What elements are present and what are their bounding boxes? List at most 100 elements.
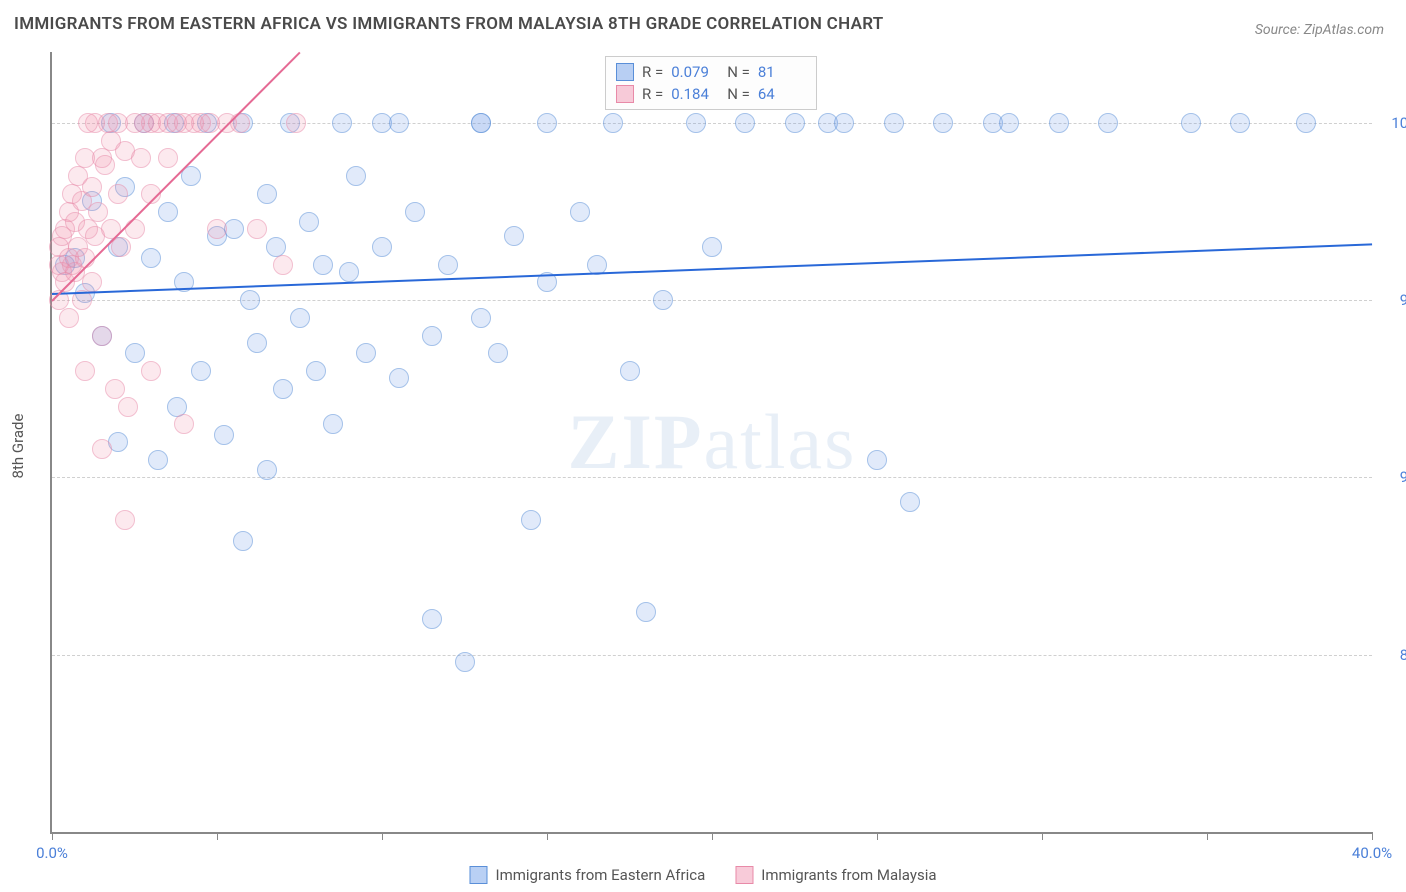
xtick bbox=[382, 832, 383, 840]
data-point bbox=[504, 226, 524, 246]
n-label: N = bbox=[727, 63, 750, 81]
data-point bbox=[933, 113, 953, 133]
data-point bbox=[286, 113, 306, 133]
data-point bbox=[1296, 113, 1316, 133]
n-value-blue: 81 bbox=[758, 63, 806, 81]
data-point bbox=[118, 397, 138, 417]
chart-title: IMMIGRANTS FROM EASTERN AFRICA VS IMMIGR… bbox=[14, 14, 884, 34]
data-point bbox=[389, 368, 409, 388]
data-point bbox=[247, 219, 267, 239]
data-point bbox=[422, 326, 442, 346]
data-point bbox=[521, 510, 541, 530]
swatch-pink-icon bbox=[616, 85, 634, 103]
data-point bbox=[537, 113, 557, 133]
data-point bbox=[488, 343, 508, 363]
data-point bbox=[570, 202, 590, 222]
data-point bbox=[636, 602, 656, 622]
xtick bbox=[52, 832, 53, 840]
data-point bbox=[653, 290, 673, 310]
swatch-blue-icon bbox=[469, 866, 487, 884]
r-value-pink: 0.184 bbox=[671, 85, 719, 103]
r-label: R = bbox=[642, 85, 663, 103]
data-point bbox=[191, 361, 211, 381]
swatch-blue-icon bbox=[616, 63, 634, 81]
data-point bbox=[455, 652, 475, 672]
source-attribution: Source: ZipAtlas.com bbox=[1255, 22, 1384, 38]
data-point bbox=[999, 113, 1019, 133]
n-value-pink: 64 bbox=[758, 85, 806, 103]
xtick bbox=[217, 832, 218, 840]
stats-legend: R = 0.079 N = 81 R = 0.184 N = 64 bbox=[605, 56, 817, 110]
data-point bbox=[1098, 113, 1118, 133]
data-point bbox=[603, 113, 623, 133]
data-point bbox=[471, 113, 491, 133]
data-point bbox=[1049, 113, 1069, 133]
plot-area: ZIPatlas 85.0%90.0%95.0%100.0%0.0%40.0% bbox=[50, 52, 1372, 834]
data-point bbox=[108, 184, 128, 204]
data-point bbox=[230, 113, 250, 133]
data-point bbox=[75, 361, 95, 381]
data-point bbox=[306, 361, 326, 381]
n-label: N = bbox=[727, 85, 750, 103]
data-point bbox=[141, 361, 161, 381]
legend-label-blue: Immigrants from Eastern Africa bbox=[495, 866, 705, 884]
data-point bbox=[785, 113, 805, 133]
data-point bbox=[158, 148, 178, 168]
data-point bbox=[332, 113, 352, 133]
data-point bbox=[233, 531, 253, 551]
data-point bbox=[290, 308, 310, 328]
xtick bbox=[547, 832, 548, 840]
data-point bbox=[88, 202, 108, 222]
data-point bbox=[257, 184, 277, 204]
data-point bbox=[82, 272, 102, 292]
data-point bbox=[273, 379, 293, 399]
legend-label-pink: Immigrants from Malaysia bbox=[761, 866, 936, 884]
ytick-label: 95.0% bbox=[1400, 291, 1406, 309]
data-point bbox=[299, 212, 319, 232]
data-point bbox=[92, 326, 112, 346]
data-point bbox=[471, 308, 491, 328]
legend-item-pink: Immigrants from Malaysia bbox=[735, 866, 936, 884]
xtick-label: 0.0% bbox=[36, 844, 68, 862]
data-point bbox=[900, 492, 920, 512]
data-point bbox=[339, 262, 359, 282]
ytick-label: 90.0% bbox=[1400, 468, 1406, 486]
data-point bbox=[92, 439, 112, 459]
swatch-pink-icon bbox=[735, 866, 753, 884]
data-point bbox=[141, 248, 161, 268]
data-point bbox=[313, 255, 333, 275]
data-point bbox=[372, 237, 392, 257]
data-point bbox=[620, 361, 640, 381]
data-point bbox=[158, 202, 178, 222]
data-point bbox=[214, 425, 234, 445]
gridline bbox=[52, 477, 1372, 478]
data-point bbox=[438, 255, 458, 275]
bottom-legend: Immigrants from Eastern Africa Immigrant… bbox=[469, 866, 936, 884]
ytick-label: 85.0% bbox=[1400, 646, 1406, 664]
data-point bbox=[59, 308, 79, 328]
data-point bbox=[346, 166, 366, 186]
data-point bbox=[115, 510, 135, 530]
chart-container: IMMIGRANTS FROM EASTERN AFRICA VS IMMIGR… bbox=[0, 0, 1406, 892]
xtick bbox=[1042, 832, 1043, 840]
stats-row-blue: R = 0.079 N = 81 bbox=[616, 61, 806, 83]
data-point bbox=[95, 155, 115, 175]
data-point bbox=[257, 460, 277, 480]
data-point bbox=[207, 219, 227, 239]
r-value-blue: 0.079 bbox=[671, 63, 719, 81]
ytick-label: 100.0% bbox=[1391, 114, 1406, 132]
data-point bbox=[174, 414, 194, 434]
data-point bbox=[105, 379, 125, 399]
data-point bbox=[111, 237, 131, 257]
xtick bbox=[877, 832, 878, 840]
data-point bbox=[686, 113, 706, 133]
data-point bbox=[131, 148, 151, 168]
xtick bbox=[1207, 832, 1208, 840]
y-axis-label: 8th Grade bbox=[9, 414, 27, 479]
data-point bbox=[356, 343, 376, 363]
gridline bbox=[52, 655, 1372, 656]
r-label: R = bbox=[642, 63, 663, 81]
xtick bbox=[712, 832, 713, 840]
watermark: ZIPatlas bbox=[568, 397, 857, 487]
data-point bbox=[405, 202, 425, 222]
